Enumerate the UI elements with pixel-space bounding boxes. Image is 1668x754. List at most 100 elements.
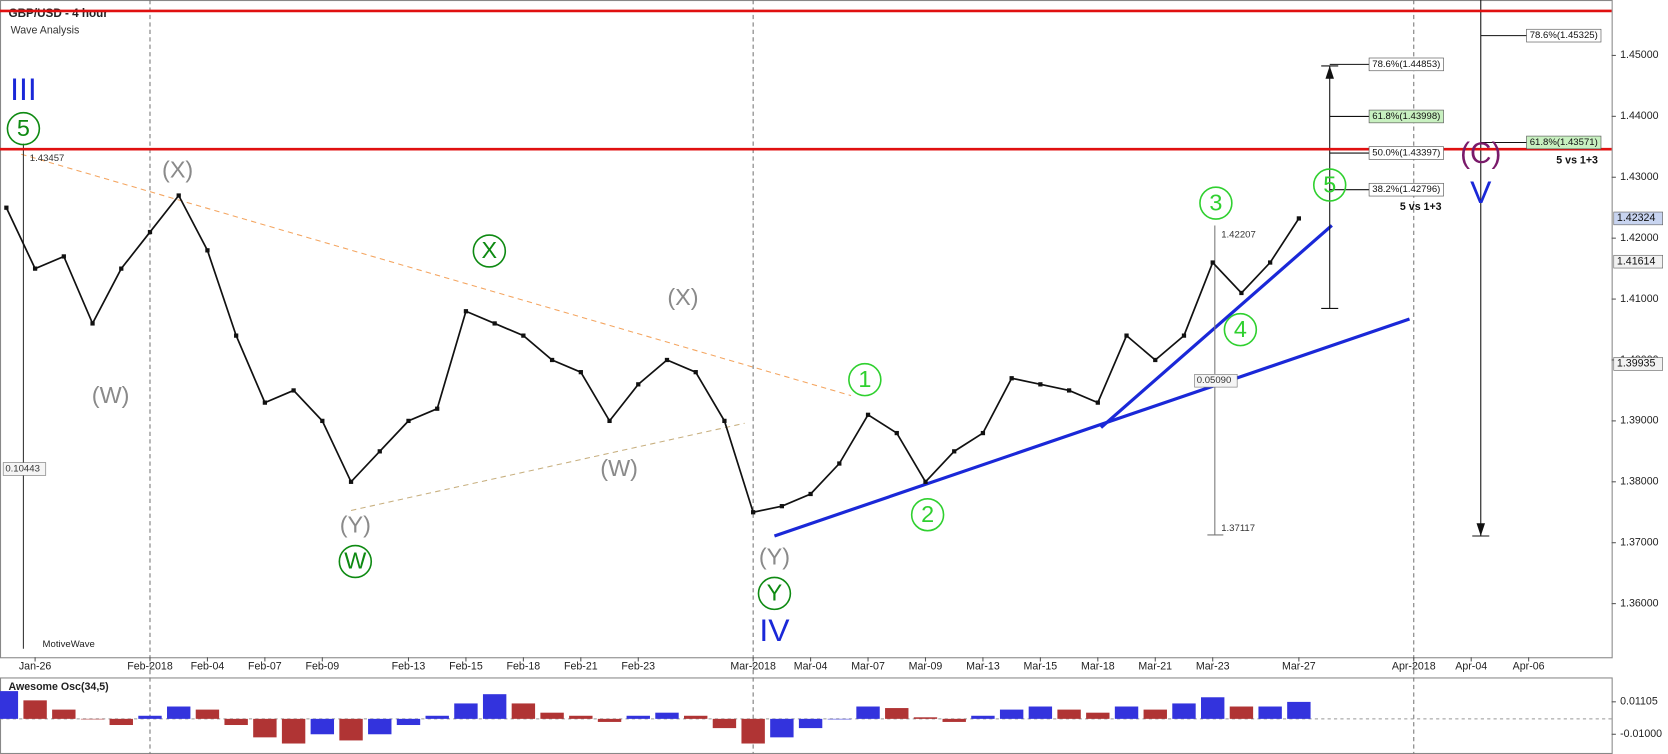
osc-bar: [310, 718, 335, 735]
x-tick-label: Mar-13: [966, 661, 1000, 673]
fib-box: [1368, 146, 1444, 160]
osc-bar: [339, 718, 363, 741]
x-tick-label: Feb-23: [621, 661, 655, 673]
wave-label: (Y): [759, 543, 790, 569]
trend-line: [1099, 224, 1333, 429]
osc-bar: [971, 715, 995, 719]
wave-label: 2: [921, 501, 934, 527]
osc-bar: [684, 715, 708, 719]
wave-circle: [757, 576, 792, 611]
osc-bar: [52, 709, 76, 719]
x-tick-label: Mar-18: [1081, 661, 1115, 673]
plot-border: [0, 0, 1613, 659]
price-point: [492, 321, 497, 326]
price-point: [90, 321, 95, 326]
osc-bar: [23, 700, 47, 719]
osc-tick-label: 0.01105: [1620, 696, 1658, 708]
y-tick-label: 1.39000: [1620, 415, 1659, 427]
osc-bar: [454, 703, 478, 719]
wave-circle: [472, 234, 507, 268]
wave-label: (Y): [340, 512, 371, 538]
price-point: [722, 418, 727, 424]
price-point: [262, 400, 268, 405]
osc-bar: [1229, 706, 1254, 719]
wave-label: 3: [1209, 189, 1222, 215]
price-point: [119, 266, 124, 271]
osc-bar: [109, 718, 133, 726]
measure-box: [2, 462, 47, 476]
y-tick-label: 1.37000: [1620, 537, 1659, 549]
x-tick-label: Mar-09: [909, 661, 943, 673]
wave-label: (W): [600, 455, 638, 481]
x-tick-label: Apr-06: [1513, 661, 1545, 673]
note: 5 vs 1+3: [1400, 201, 1442, 213]
osc-bar: [396, 718, 421, 726]
fib-label: 78.6%(1.44853): [1372, 59, 1440, 70]
osc-bar: [138, 715, 162, 719]
wave-label: (W): [92, 382, 130, 408]
price-point: [578, 370, 583, 375]
last-price: 1.42324: [1617, 212, 1656, 224]
y-tick-label: 1.42000: [1620, 232, 1659, 244]
osc-bar: [569, 715, 593, 719]
price-point: [1009, 376, 1014, 381]
measure-label: 0.05090: [1197, 375, 1232, 386]
price-point: [1066, 388, 1072, 393]
osc-bar: [0, 691, 19, 719]
chart-title: GBP/USD - 4 hour: [9, 7, 109, 20]
x-tick-label: Mar-2018: [730, 661, 776, 673]
price-point: [205, 248, 210, 253]
x-tick-label: Mar-21: [1138, 661, 1172, 673]
fib-label: 78.6%(1.45325): [1530, 30, 1598, 41]
price-marker: 1.41614: [1617, 255, 1656, 267]
y-tick-label: 1.45000: [1620, 49, 1659, 61]
arrow-head: [1325, 65, 1334, 79]
price-point: [808, 491, 813, 497]
price-point: [4, 205, 9, 210]
y-tick-label: 1.44000: [1620, 110, 1659, 122]
measure-label: 1.37117: [1221, 523, 1255, 534]
price-point: [1210, 260, 1215, 265]
price-point: [1038, 382, 1043, 387]
last-price-box: [1613, 211, 1664, 226]
osc-bar: [1201, 697, 1225, 719]
wave-label: IV: [759, 612, 790, 648]
price-point: [1095, 400, 1100, 405]
x-tick-label: Jan-26: [19, 661, 52, 673]
price-point: [664, 357, 670, 363]
price-point: [1239, 290, 1244, 296]
fib-label: 61.8%(1.43571): [1530, 137, 1598, 148]
price-point: [176, 193, 181, 198]
x-tick-label: Feb-09: [305, 661, 339, 673]
price-point: [291, 388, 296, 393]
osc-bar: [80, 718, 105, 720]
y-tick-label: 1.36000: [1620, 597, 1659, 609]
fib-box: [1368, 57, 1444, 72]
osc-bar: [368, 718, 392, 735]
osc-bar: [655, 712, 679, 719]
measure-box: [1194, 374, 1238, 388]
osc-bar: [827, 718, 852, 720]
wave-label: X: [482, 237, 498, 263]
osc-bar: [1057, 709, 1081, 719]
price-point: [952, 449, 957, 454]
x-tick-label: Feb-04: [191, 661, 225, 673]
osc-bar: [712, 718, 737, 729]
price-point: [751, 510, 756, 515]
osc-bar: [511, 703, 536, 719]
price-marker-box: [1613, 254, 1664, 269]
wave-circle: [1223, 312, 1258, 347]
x-tick-label: Mar-27: [1282, 661, 1316, 673]
osc-bar: [798, 718, 823, 729]
osc-bar: [856, 706, 880, 719]
osc-bar: [253, 718, 277, 738]
wave-label: 4: [1234, 316, 1247, 342]
price-point: [61, 254, 66, 259]
price-point: [1296, 216, 1301, 221]
price-line: [5, 193, 1300, 514]
osc-title: Awesome Osc(34,5): [9, 681, 110, 693]
x-tick-label: Apr-04: [1455, 661, 1487, 673]
price-point: [1153, 357, 1158, 363]
